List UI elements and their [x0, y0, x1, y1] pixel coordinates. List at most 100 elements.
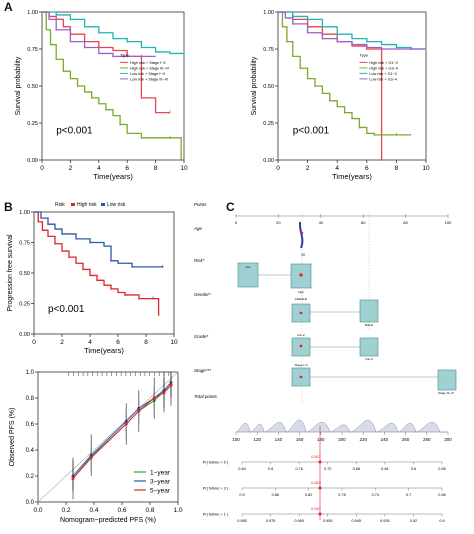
x-tick-label: 6 [125, 165, 129, 172]
x-tick-label: 0.8 [145, 507, 154, 514]
panel-label-c: C [226, 200, 235, 214]
y-tick-label: 0.00 [19, 332, 30, 338]
x-tick-label: 4 [335, 165, 339, 172]
prob-tick-label: 0.74 [372, 493, 379, 497]
prob-tick-label: 0.86 [272, 493, 279, 497]
prob-tick-label: 0.9 [439, 519, 444, 523]
calibration-plot: 0.0 0.2 0.4 0.6 0.8 1.0 0.0 0.2 0.4 0.6 0.8 1.0 Nomo… [9, 370, 183, 524]
legend-entry: Low risk + G1~2 [369, 72, 397, 76]
y-axis-label: Survival probability [251, 56, 258, 115]
stage-level-label: Stage I~II [295, 363, 308, 367]
legend-entry: Low risk [107, 202, 126, 208]
prob-tick-label: 0.78 [338, 493, 345, 497]
series-line [278, 11, 383, 160]
y-tick-label: 1.00 [27, 10, 38, 16]
legend-entry: High risk + Stage I~II [130, 61, 165, 65]
x-tick-label: 0 [276, 165, 280, 172]
nomogram-row-label: Risk* [194, 258, 205, 263]
data-point [71, 477, 75, 481]
prob-tick-label: 0.64 [381, 467, 388, 471]
legend-entry: High risk + Stage III~IV [130, 66, 170, 70]
series-line [34, 211, 160, 316]
y-tick-label: 0.25 [19, 302, 30, 308]
legend-title: Type [120, 52, 129, 57]
y-tick-label: 0.00 [27, 158, 38, 164]
legend-title: Type [359, 52, 368, 57]
p-value-label: p<0.001 [48, 304, 85, 315]
total-points-density [235, 419, 446, 433]
prob-row-label: Pr( futime > 3 ) [203, 487, 229, 491]
gender-box-male [359, 299, 379, 323]
x-tick-label: 0.4 [89, 507, 98, 514]
risk-level-label: low [246, 265, 251, 269]
data-point [137, 409, 141, 413]
y-tick-label: 0.25 [263, 121, 274, 127]
x-axis-label: Time(years) [93, 172, 133, 181]
legend-entry: Low risk + Stage III~IV [130, 77, 169, 81]
legend-entry: 5−year [150, 488, 171, 495]
y-tick-label: 0.75 [263, 47, 274, 53]
prob-tick-label: 0.935 [380, 519, 390, 523]
x-axis-label: Nomogram−predicted PFS (%) [60, 517, 156, 524]
prob-point [318, 512, 322, 516]
y-tick-label: 0.50 [19, 271, 30, 277]
legend-swatch [71, 203, 75, 206]
grade-box-g34 [359, 337, 379, 357]
prob-tick-label: 0.92 [410, 519, 417, 523]
prob-tick-label: 0.975 [266, 519, 276, 523]
nomogram-row-label: Total points [194, 394, 218, 399]
plot-frame [33, 211, 175, 335]
prob-tick-label: 0.945 [352, 519, 362, 523]
nomogram-row-label: Points [194, 202, 207, 207]
prob-tick-label: 0.76 [295, 467, 302, 471]
stage-box-late [437, 369, 457, 391]
prob-tick-label: 0.985 [237, 519, 247, 523]
prob-value: 0.863 [311, 480, 322, 485]
prob-tick-label: 0.9 [239, 493, 244, 497]
series-line [278, 11, 412, 136]
series-line [42, 11, 156, 58]
y-tick-label: 0.50 [27, 84, 38, 90]
legend-entry: Low risk + G3~4 [369, 77, 397, 81]
grade-level-label: G1~2 [297, 333, 305, 337]
total-tick-label: 100 [232, 437, 240, 442]
y-tick-label: 0.8 [26, 396, 35, 402]
nomogram: Points Age Risk* Gender* Grade* Stage*** Total… [193, 202, 457, 523]
x-tick-label: 0 [40, 165, 44, 172]
y-tick-label: 0.50 [263, 84, 274, 90]
stage-level-label: Stage III~IV [438, 391, 454, 395]
y-axis-label: Progression free survival [7, 234, 14, 311]
prob-tick-label: 0.955 [323, 519, 333, 523]
data-point [89, 456, 93, 460]
grade-level-label: G3~4 [365, 357, 373, 361]
x-tick-label: 10 [422, 165, 430, 172]
total-tick-label: 180 [317, 437, 325, 442]
plot-frame [37, 371, 179, 503]
y-tick-label: 0.0 [26, 500, 35, 506]
ideal-diagonal [37, 371, 179, 503]
p-value-label: p<0.001 [56, 125, 93, 136]
points-tick-label: 20 [276, 220, 281, 225]
nomogram-row-label: Grade* [194, 334, 209, 339]
x-tick-label: 8 [154, 165, 158, 172]
x-tick-label: 0.2 [61, 507, 70, 514]
x-tick-label: 4 [88, 339, 92, 346]
series-line [72, 384, 172, 479]
points-tick-label: 100 [445, 220, 452, 225]
total-tick-label: 200 [338, 437, 346, 442]
prob-value: 0.947 [311, 506, 322, 511]
y-tick-label: 0.75 [27, 47, 38, 53]
legend-title: Risk [55, 202, 65, 208]
y-tick-label: 0.75 [19, 241, 30, 247]
prob-tick-label: 0.68 [353, 467, 360, 471]
y-axis-label: Survival probability [15, 56, 22, 115]
prob-value: 0.807 [311, 454, 322, 459]
gender-level-label: FEMALE [295, 297, 307, 301]
prob-tick-label: 0.8 [268, 467, 273, 471]
series-line [34, 211, 163, 268]
p-value-label: p<0.001 [293, 125, 330, 136]
prob-row-label: Pr( futime > 1 ) [203, 513, 229, 517]
y-tick-label: 0.6 [26, 422, 35, 428]
age-tick-label: 20 [301, 253, 305, 257]
x-tick-label: 6 [365, 165, 369, 172]
